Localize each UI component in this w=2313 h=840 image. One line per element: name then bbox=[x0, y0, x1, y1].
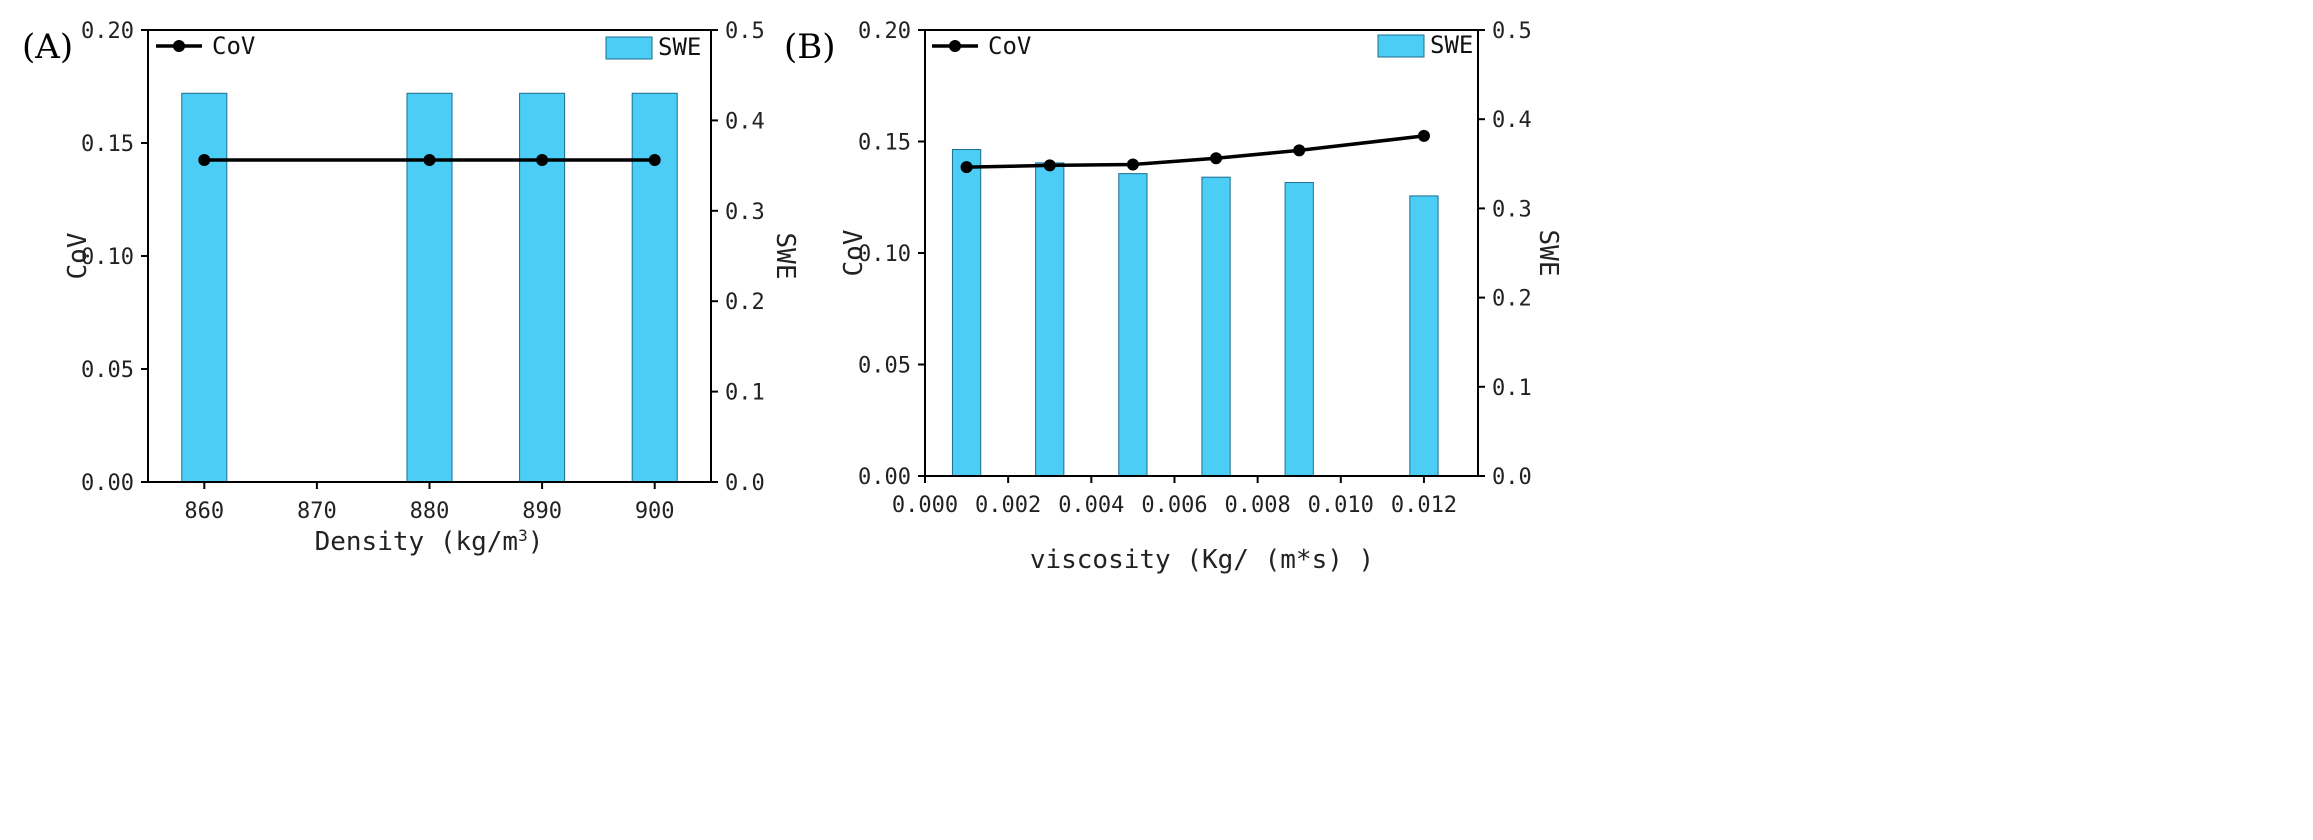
legend-cov: CoV bbox=[932, 32, 1031, 60]
x-axis-title-main: Density (kg/m bbox=[315, 527, 519, 557]
legend-cov-marker bbox=[949, 40, 961, 52]
cov-series bbox=[960, 129, 1430, 174]
x-tick-label: 0.010 bbox=[1308, 493, 1374, 518]
y-left-tick-label: 0.00 bbox=[81, 471, 134, 496]
y-right-tick-label: 0.3 bbox=[1492, 197, 1532, 222]
x-tick-label: 0.012 bbox=[1391, 493, 1457, 518]
x-axis: 0.000 0.002 0.004 0.006 0.008 0.010 0.012 bbox=[892, 476, 1457, 518]
swe-bar bbox=[406, 92, 453, 483]
panel-label: (A) bbox=[22, 27, 73, 67]
legend-swe-label: SWE bbox=[658, 33, 701, 61]
y-left-tick-label: 0.10 bbox=[858, 242, 911, 267]
swe-bar bbox=[181, 92, 228, 483]
swe-bar bbox=[951, 149, 982, 477]
right-y-axis: 0.0 0.1 0.2 0.3 0.4 0.5 bbox=[711, 19, 765, 496]
cov-point bbox=[1126, 158, 1139, 171]
swe-bar bbox=[519, 92, 566, 483]
swe-bars bbox=[951, 149, 1439, 477]
cov-point bbox=[648, 153, 661, 166]
x-axis-title: viscosity (Kg/ (m*s) ) bbox=[1030, 545, 1374, 575]
y-axis-title-right: SWE bbox=[770, 233, 800, 280]
cov-point bbox=[1043, 159, 1056, 172]
x-tick-label: 0.006 bbox=[1141, 493, 1207, 518]
x-axis-title-superscript: 3 bbox=[518, 526, 528, 545]
cov-series bbox=[198, 153, 661, 166]
y-right-tick-label: 0.1 bbox=[1492, 376, 1532, 401]
cov-point bbox=[1210, 152, 1223, 165]
y-left-tick-label: 0.20 bbox=[858, 19, 911, 44]
cov-point bbox=[423, 153, 436, 166]
cov-point bbox=[198, 153, 211, 166]
swe-bar bbox=[1201, 176, 1231, 477]
y-left-tick-label: 0.05 bbox=[81, 358, 134, 383]
cov-point bbox=[536, 153, 549, 166]
swe-bar bbox=[631, 92, 678, 483]
x-tick-label: 870 bbox=[297, 499, 337, 524]
y-right-tick-label: 0.3 bbox=[725, 200, 765, 225]
x-tick-label: 900 bbox=[635, 499, 675, 524]
x-tick-label: 880 bbox=[410, 499, 450, 524]
right-y-axis: 0.0 0.1 0.2 0.3 0.4 0.5 bbox=[1478, 19, 1532, 490]
y-axis-title-left: CoV bbox=[839, 230, 869, 277]
legend-swe-swatch bbox=[605, 36, 653, 60]
y-right-tick-label: 0.5 bbox=[725, 19, 765, 44]
y-right-tick-label: 0.1 bbox=[725, 381, 765, 406]
legend-cov-label: CoV bbox=[212, 32, 255, 60]
y-axis-title-right: SWE bbox=[1533, 230, 1563, 277]
panel-b: (B) 0.00 0.05 0.10 0.15 0.20 0.0 0.1 0.2 0.3 0.4… bbox=[784, 19, 1563, 575]
x-tick-label: 0.000 bbox=[892, 493, 958, 518]
panel-a: (A) 0.00 0.05 0.10 0.15 0.20 0.0 0.1 0.2 0.3 0.4… bbox=[22, 19, 800, 557]
y-left-tick-label: 0.15 bbox=[858, 131, 911, 156]
legend-swe-label: SWE bbox=[1430, 31, 1473, 59]
x-tick-label: 0.004 bbox=[1058, 493, 1124, 518]
y-left-tick-label: 0.20 bbox=[81, 19, 134, 44]
x-tick-label: 860 bbox=[184, 499, 224, 524]
cov-point bbox=[1293, 144, 1306, 157]
y-right-tick-label: 0.0 bbox=[725, 471, 765, 496]
legend-cov: CoV bbox=[156, 32, 255, 60]
left-y-axis: 0.00 0.05 0.10 0.15 0.20 bbox=[858, 19, 925, 490]
legend-swe: SWE bbox=[1377, 31, 1473, 59]
swe-bar bbox=[1035, 162, 1065, 477]
x-axis-title: Density (kg/m3) bbox=[315, 526, 544, 558]
y-right-tick-label: 0.4 bbox=[1492, 108, 1532, 133]
swe-bar bbox=[1284, 182, 1314, 477]
panel-label: (B) bbox=[784, 27, 836, 67]
y-right-tick-label: 0.5 bbox=[1492, 19, 1532, 44]
y-right-tick-label: 0.4 bbox=[725, 109, 765, 134]
y-left-tick-label: 0.15 bbox=[81, 132, 134, 157]
cov-point bbox=[1417, 129, 1430, 142]
legend-cov-marker bbox=[173, 40, 185, 52]
swe-bars bbox=[181, 92, 678, 483]
y-right-tick-label: 0.2 bbox=[725, 290, 765, 315]
x-axis: 860 870 880 890 900 bbox=[184, 482, 675, 524]
x-axis-title-main: viscosity (Kg/ (m*s) ) bbox=[1030, 545, 1374, 575]
y-right-tick-label: 0.0 bbox=[1492, 465, 1532, 490]
y-left-tick-label: 0.00 bbox=[858, 465, 911, 490]
left-y-axis: 0.00 0.05 0.10 0.15 0.20 bbox=[81, 19, 148, 496]
y-right-tick-label: 0.2 bbox=[1492, 287, 1532, 312]
legend-swe-swatch bbox=[1377, 34, 1425, 58]
x-axis-title-end: ) bbox=[528, 527, 544, 557]
y-left-tick-label: 0.05 bbox=[858, 354, 911, 379]
swe-bar bbox=[1118, 173, 1148, 477]
y-axis-title-left: CoV bbox=[63, 233, 93, 280]
y-left-tick-label: 0.10 bbox=[81, 245, 134, 270]
x-tick-label: 0.008 bbox=[1225, 493, 1291, 518]
x-tick-label: 0.002 bbox=[975, 493, 1041, 518]
swe-bar bbox=[1409, 195, 1439, 477]
cov-point bbox=[960, 161, 973, 174]
x-tick-label: 890 bbox=[522, 499, 562, 524]
legend-cov-label: CoV bbox=[988, 32, 1031, 60]
legend-swe: SWE bbox=[605, 33, 701, 61]
cov-line bbox=[966, 134, 1425, 169]
